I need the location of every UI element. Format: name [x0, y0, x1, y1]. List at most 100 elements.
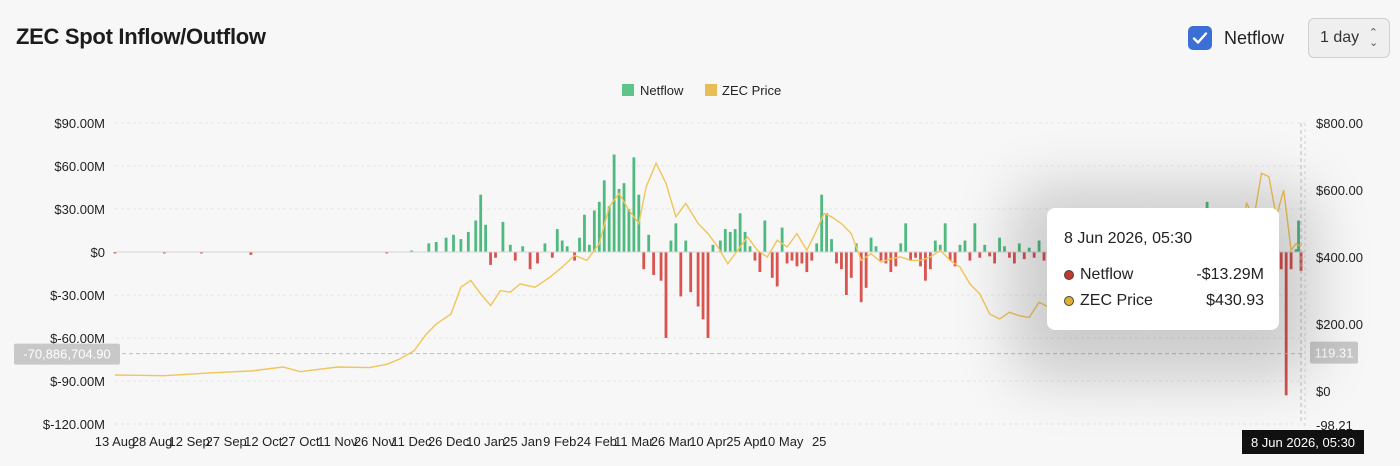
- netflow-bar: [647, 234, 651, 252]
- netflow-bar: [1299, 252, 1303, 272]
- netflow-bar: [701, 252, 705, 320]
- netflow-bar: [1037, 240, 1041, 252]
- netflow-bar: [1008, 252, 1011, 258]
- x-tick-label: 12 Oct: [244, 434, 283, 449]
- netflow-bar: [748, 246, 752, 252]
- netflow-bar: [815, 243, 819, 252]
- netflow-bar: [733, 229, 737, 252]
- netflow-bar: [805, 252, 809, 273]
- netflow-bar: [953, 252, 957, 267]
- x-tick-label: 27 Oct: [281, 434, 320, 449]
- netflow-toggle-label: Netflow: [1224, 27, 1285, 48]
- netflow-bar: [536, 252, 539, 264]
- netflow-bar: [775, 252, 779, 287]
- netflow-bar: [622, 183, 626, 252]
- netflow-bar: [864, 252, 868, 288]
- x-tick-label: 13 Aug: [95, 434, 136, 449]
- y-right-tick-label: $800.00: [1316, 116, 1363, 131]
- netflow-bar: [928, 252, 932, 270]
- netflow-bar: [835, 252, 838, 264]
- netflow-bar: [444, 237, 448, 252]
- netflow-bar: [1003, 246, 1006, 252]
- crosshair-left-label-bg: [14, 343, 120, 365]
- x-tick-label: 25 Apr: [726, 434, 764, 449]
- checkbox-checked-icon[interactable]: [1188, 26, 1212, 50]
- netflow-bar: [948, 252, 952, 261]
- netflow-bar: [706, 252, 710, 338]
- crosshair-right-label-bg: [1310, 341, 1358, 364]
- tooltip: 8 Jun 2026, 05:30 Netflow -$13.29M ZEC P…: [1047, 208, 1279, 330]
- netflow-bar: [728, 231, 732, 252]
- netflow-bar: [494, 252, 497, 258]
- x-tick-label: 27 Sep: [206, 434, 247, 449]
- netflow-bar: [859, 252, 863, 303]
- y-right-tick-label: $400.00: [1316, 250, 1363, 265]
- y-right-tick-label: $200.00: [1316, 317, 1363, 332]
- netflow-bar: [973, 223, 977, 252]
- netflow-bar: [669, 240, 673, 252]
- netflow-bar: [689, 252, 693, 293]
- netflow-bar: [479, 194, 483, 252]
- tooltip-row-price: ZEC Price $430.93: [1064, 292, 1264, 310]
- legend-netflow-label: Netflow: [640, 83, 684, 98]
- x-tick-label: 26 Dec: [428, 434, 470, 449]
- netflow-bar: [825, 213, 828, 252]
- netflow-bar: [1027, 247, 1031, 252]
- netflow-bar: [1042, 252, 1046, 261]
- netflow-bar: [943, 223, 947, 252]
- netflow-bar: [543, 243, 547, 252]
- netflow-bar: [513, 252, 517, 261]
- x-tick-label: 24 Feb: [577, 434, 617, 449]
- y-left-tick-label: $90.00M: [54, 116, 105, 131]
- netflow-bar: [723, 229, 727, 252]
- netflow-bar: [795, 252, 799, 267]
- netflow-bar: [484, 224, 488, 252]
- tooltip-row-label: Netflow: [1080, 266, 1134, 283]
- netflow-bar: [163, 252, 166, 254]
- y-right-bottom-label: -98.21: [1316, 418, 1353, 433]
- netflow-bar: [521, 246, 525, 252]
- netflow-bar: [840, 252, 843, 270]
- netflow-bar: [1289, 252, 1293, 270]
- netflow-bar: [652, 252, 656, 275]
- netflow-bar: [427, 243, 431, 252]
- netflow-bar: [674, 223, 678, 252]
- netflow-bar: [1279, 252, 1283, 270]
- netflow-bar: [612, 154, 616, 252]
- y-left-tick-label: $60.00M: [54, 159, 105, 174]
- x-tick-label: 25: [812, 434, 826, 449]
- netflow-bar: [684, 240, 688, 252]
- x-tick-label: 26 Mar: [651, 434, 692, 449]
- netflow-bar: [963, 240, 967, 252]
- netflow-bar: [800, 252, 804, 264]
- netflow-bar: [763, 220, 767, 252]
- netflow-bar: [565, 246, 569, 252]
- netflow-bar: [780, 227, 784, 252]
- netflow-bar: [820, 194, 824, 252]
- interval-select[interactable]: 1 day ⌃ ⌃: [1308, 18, 1390, 58]
- netflow-bar: [938, 244, 942, 252]
- netflow-bar: [968, 252, 972, 261]
- x-tick-label: 25 Jan: [503, 434, 542, 449]
- netflow-bar: [958, 244, 962, 252]
- netflow-bar: [924, 252, 927, 281]
- netflow-bar: [607, 206, 611, 252]
- crosshair-left-label: -70,886,704.90: [23, 347, 110, 362]
- legend-price-swatch: [705, 84, 717, 96]
- y-left-tick-label: $0: [91, 245, 105, 260]
- netflow-bar: [434, 241, 438, 252]
- netflow-bar: [993, 252, 997, 264]
- netflow-bar: [617, 188, 621, 252]
- netflow-bar: [874, 246, 878, 252]
- page-title: ZEC Spot Inflow/Outflow: [16, 24, 266, 49]
- netflow-bar: [899, 243, 903, 252]
- netflow-bar: [452, 234, 455, 252]
- netflow-bar: [904, 223, 908, 252]
- netflow-bar: [711, 244, 715, 252]
- netflow-bar: [578, 237, 581, 252]
- netflow-toggle[interactable]: Netflow: [1188, 26, 1284, 50]
- price-dot-icon: [1064, 296, 1074, 306]
- legend-price-label: ZEC Price: [722, 83, 781, 98]
- crosshair-right-label: 119.31: [1315, 346, 1354, 361]
- y-left-tick-label: $-120.00M: [43, 417, 105, 432]
